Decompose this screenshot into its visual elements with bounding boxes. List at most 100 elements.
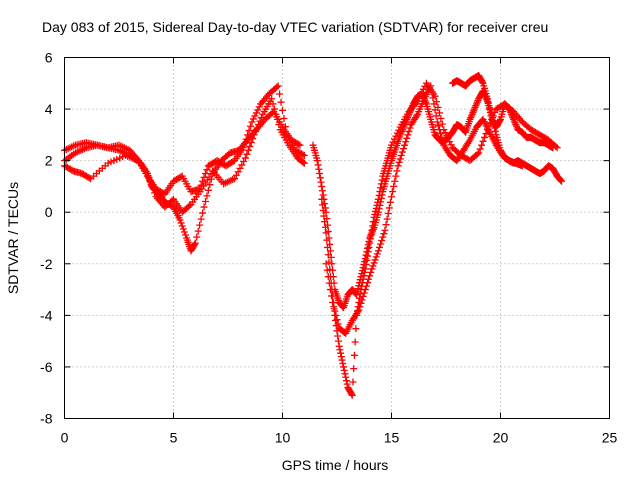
data-point	[437, 115, 445, 123]
data-point	[352, 325, 360, 333]
data-point	[443, 132, 451, 140]
data-point	[435, 126, 443, 134]
data-point	[272, 110, 280, 118]
data-point	[361, 268, 369, 276]
data-point	[366, 239, 374, 247]
data-point	[180, 228, 188, 236]
y-axis-label: SDTVAR / TECUs	[5, 182, 21, 294]
data-point	[374, 195, 382, 203]
data-point	[383, 215, 391, 223]
data-point	[374, 247, 382, 255]
data-point	[299, 151, 307, 159]
data-point	[398, 148, 406, 156]
data-point	[373, 250, 381, 258]
data-point	[379, 233, 387, 241]
data-point	[333, 316, 341, 324]
data-point	[340, 366, 348, 374]
data-point	[323, 236, 331, 244]
series-trace-b	[61, 82, 308, 198]
data-point	[251, 112, 259, 120]
data-point	[396, 155, 404, 163]
data-point	[437, 130, 445, 138]
data-point	[367, 231, 375, 239]
axis-ticks	[64, 57, 610, 419]
data-point	[239, 144, 247, 152]
data-point	[486, 109, 494, 117]
data-point	[485, 102, 493, 110]
data-point	[475, 149, 483, 157]
data-point	[176, 216, 184, 224]
data-point	[244, 146, 252, 154]
data-point	[363, 256, 371, 264]
data-point	[439, 137, 447, 145]
data-point	[483, 95, 491, 103]
data-point	[337, 349, 345, 357]
y-tick-label: -8	[40, 411, 53, 427]
data-point	[334, 332, 342, 340]
data-point	[377, 180, 385, 188]
data-point	[321, 223, 329, 231]
x-tick-label: 5	[170, 430, 178, 446]
data-point	[386, 198, 394, 206]
data-point	[244, 131, 252, 139]
data-point	[395, 126, 403, 134]
data-point	[199, 209, 207, 217]
data-point	[406, 124, 414, 132]
data-point	[337, 353, 345, 361]
data-point	[243, 150, 251, 158]
data-point	[315, 165, 323, 173]
data-point	[392, 172, 400, 180]
data-point	[473, 150, 481, 158]
data-point	[148, 181, 156, 189]
data-point	[372, 253, 380, 261]
data-point	[438, 120, 446, 128]
data-point	[330, 303, 338, 311]
data-point	[320, 212, 328, 220]
data-point	[242, 135, 250, 143]
data-point	[296, 141, 304, 149]
data-point	[419, 85, 427, 93]
data-point	[478, 141, 486, 149]
data-point	[250, 131, 258, 139]
data-point	[269, 100, 277, 108]
data-point	[380, 230, 388, 238]
data-point	[358, 296, 366, 304]
data-point	[256, 117, 264, 125]
x-tick-label: 0	[61, 430, 69, 446]
x-tick-label: 25	[602, 430, 618, 446]
data-point	[255, 103, 263, 111]
data-point	[431, 106, 439, 114]
data-point	[329, 298, 337, 306]
x-axis-label: GPS time / hours	[282, 457, 389, 473]
data-point	[249, 135, 257, 143]
data-point	[332, 311, 340, 319]
y-tick-label: -2	[40, 256, 53, 272]
data-point	[378, 176, 386, 184]
data-point	[361, 265, 369, 273]
data-point	[404, 131, 412, 139]
data-point	[334, 337, 342, 345]
data-point	[273, 83, 281, 91]
data-point	[417, 91, 425, 99]
data-point	[247, 139, 255, 147]
data-point	[362, 261, 370, 269]
y-tick-label: 0	[45, 204, 53, 220]
data-point	[85, 174, 93, 182]
data-point	[274, 82, 282, 90]
data-point	[146, 177, 154, 185]
data-point	[325, 279, 333, 287]
data-point	[322, 229, 330, 237]
data-point	[447, 141, 455, 149]
x-tick-label: 10	[275, 430, 291, 446]
data-point	[319, 191, 327, 199]
data-point	[336, 346, 344, 354]
data-point	[399, 145, 407, 153]
data-point	[405, 127, 413, 135]
data-point	[313, 157, 321, 165]
data-point	[179, 225, 187, 233]
data-point	[518, 162, 526, 170]
data-point	[271, 105, 279, 113]
data-point	[257, 114, 265, 122]
data-point	[479, 137, 487, 145]
